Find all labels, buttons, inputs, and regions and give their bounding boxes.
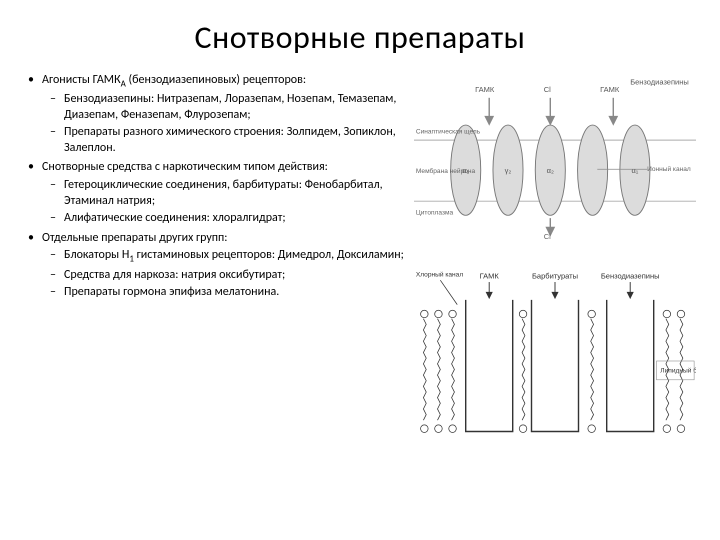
bullet-text: Отдельные препараты других групп:	[42, 231, 228, 245]
bullet-text: Агонисты ГАМКА (бензодиазепиновых) рецеп…	[42, 73, 306, 87]
bullet-item: Агонисты ГАМКА (бензодиазепиновых) рецеп…	[24, 73, 404, 156]
diagram-label: Бензодиазепины	[601, 271, 660, 280]
diagram-label: Хлорный канал	[416, 270, 463, 278]
text-fragment: Агонисты ГАМК	[42, 73, 121, 87]
subunit-label: α₁	[631, 166, 638, 175]
diagram-label: Cl	[544, 85, 551, 94]
slide: Снотворные препараты Агонисты ГАМКА (бен…	[0, 0, 720, 540]
bullet-item: Снотворные средства с наркотическим типо…	[24, 160, 404, 226]
diagram-label: Барбитураты	[532, 271, 578, 280]
text-fragment: (бензодиазепиновых) рецепторов:	[126, 73, 306, 87]
sub-list: Бензодиазепины: Нитразепам, Лоразепам, Н…	[42, 92, 404, 156]
diagram-label: Синаптическая щель	[416, 129, 481, 136]
bullet-item: Отдельные препараты других групп: Блокат…	[24, 231, 404, 301]
text-column: Агонисты ГАМКА (бензодиазепиновых) рецеп…	[24, 73, 404, 455]
text-fragment: гистаминовых рецепторов: Димедрол, Докси…	[134, 248, 404, 262]
sub-list: Блокаторы Н1 гистаминовых рецепторов: Ди…	[42, 248, 404, 300]
diagram-label: Мембрана нейрона	[416, 167, 476, 175]
diagram-label: ГАМК	[475, 85, 495, 94]
diagram-label: Ионный канал	[647, 165, 691, 173]
binding-sites-diagram: ГАМК Барбитураты Бензодиазепины Хлорный …	[414, 267, 696, 455]
sub-list: Гетероциклические соединения, барбитурат…	[42, 178, 404, 227]
sub-item: Средства для наркоза: натрия оксибутират…	[42, 268, 404, 284]
diagram-column: α₁ γ₂ α₂ α₁	[414, 73, 696, 455]
sub-item: Блокаторы Н1 гистаминовых рецепторов: Ди…	[42, 248, 404, 265]
sub-item: Препараты разного химического строения: …	[42, 125, 404, 156]
text-fragment: Блокаторы Н	[64, 248, 129, 262]
page-title: Снотворные препараты	[24, 18, 696, 57]
subunit-label: α₂	[547, 166, 554, 175]
bullet-list: Агонисты ГАМКА (бензодиазепиновых) рецеп…	[24, 73, 404, 301]
diagram-label: Цитоплазма	[416, 209, 454, 216]
receptor-diagram: α₁ γ₂ α₂ α₁	[414, 79, 696, 239]
bullet-text: Снотворные средства с наркотическим типо…	[42, 160, 328, 174]
diagram-label: Cl	[544, 232, 551, 239]
sub-item: Алифатические соединения: хлоралгидрат;	[42, 211, 404, 227]
diagram-label: ГАМК	[600, 85, 620, 94]
diagram-label: Липидный бислой	[660, 366, 696, 374]
diagram-label: Бензодиазепины	[630, 79, 689, 87]
sub-item: Препараты гормона эпифиза мелатонина.	[42, 285, 404, 301]
diagram-label: ГАМК	[480, 271, 500, 280]
subunit-label: γ₂	[505, 166, 512, 175]
sub-item: Бензодиазепины: Нитразепам, Лоразепам, Н…	[42, 92, 404, 123]
content-row: Агонисты ГАМКА (бензодиазепиновых) рецеп…	[24, 73, 696, 455]
sub-item: Гетероциклические соединения, барбитурат…	[42, 178, 404, 209]
